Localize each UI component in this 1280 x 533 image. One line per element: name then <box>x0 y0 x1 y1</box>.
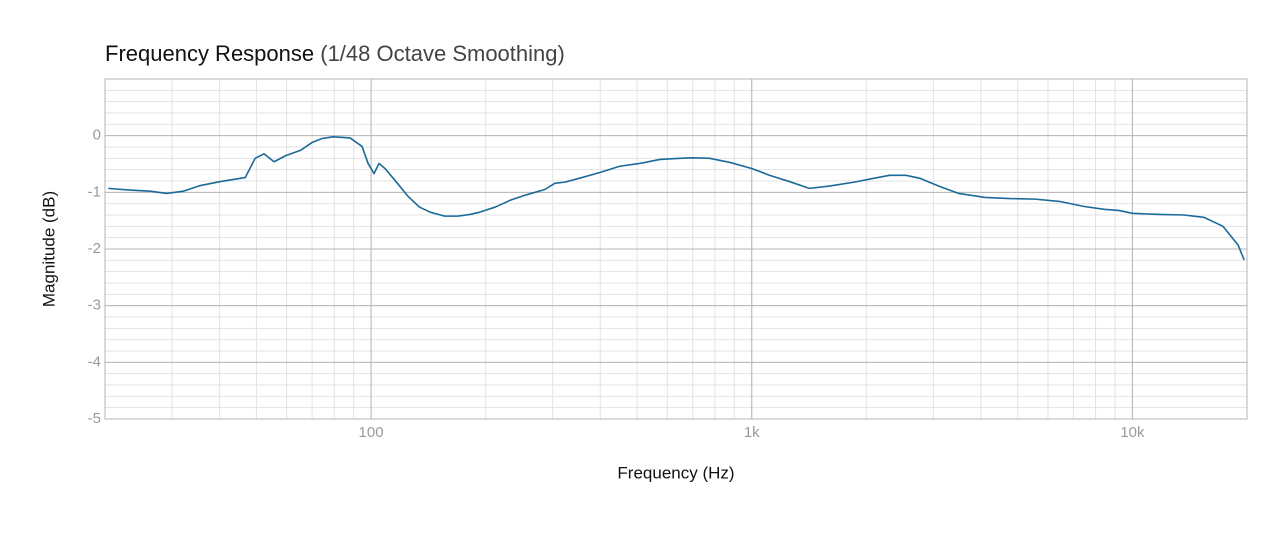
y-tick-label: -3 <box>88 297 101 314</box>
data-line <box>108 136 1245 261</box>
y-tick-label: -2 <box>88 240 101 257</box>
y-tick-label: 0 <box>93 127 101 144</box>
y-axis-label: Magnitude (dB) <box>39 191 58 307</box>
x-tick-label: 100 <box>359 424 384 441</box>
x-tick-label: 1k <box>744 424 760 441</box>
x-axis-label: Frequency (Hz) <box>617 463 734 482</box>
y-tick-label: -5 <box>88 410 101 427</box>
x-tick-label: 10k <box>1120 424 1145 441</box>
chart-heading: Frequency Response (1/48 Octave Smoothin… <box>105 41 565 66</box>
plot-frame <box>104 78 1248 420</box>
y-tick-label: -4 <box>88 353 101 370</box>
y-tick-label: -1 <box>88 183 101 200</box>
chart-title: Frequency Response <box>105 41 314 66</box>
chart-subtitle: (1/48 Octave Smoothing) <box>320 41 565 66</box>
